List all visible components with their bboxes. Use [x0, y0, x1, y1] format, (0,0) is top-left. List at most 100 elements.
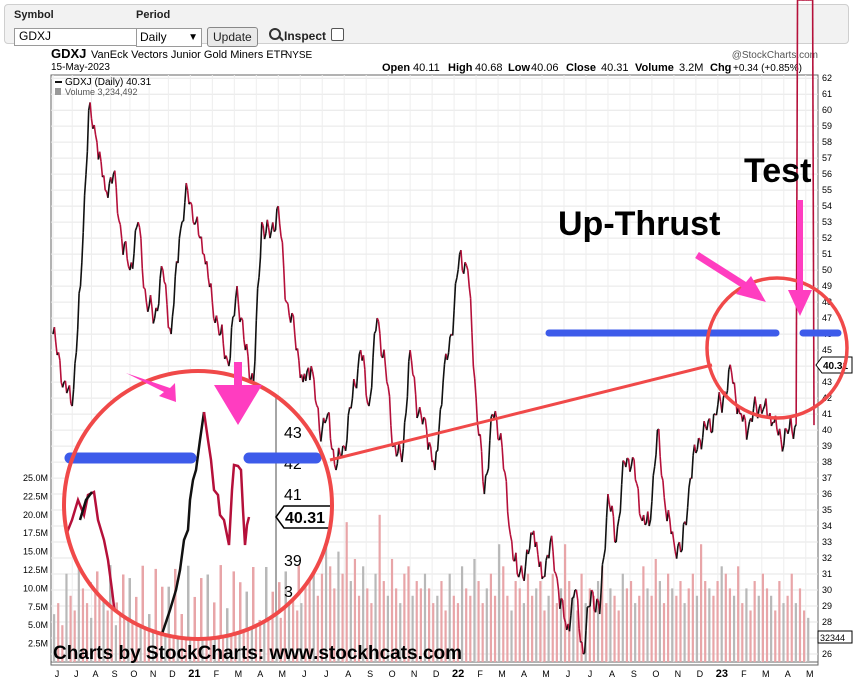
- volume-bar: [807, 617, 810, 662]
- volume-bar: [568, 581, 571, 662]
- price-segment: [332, 449, 336, 465]
- inspect-label: Inspect: [284, 29, 327, 43]
- price-segment: [93, 124, 97, 136]
- price-segment: [765, 398, 769, 417]
- volume-bar: [308, 581, 311, 662]
- zoom-tick-41: 41: [284, 487, 302, 504]
- zoom-price-left: [64, 490, 120, 639]
- volume-bar: [230, 617, 233, 662]
- price-segment: [230, 316, 234, 328]
- zoom-volume-bar: [109, 565, 112, 639]
- price-segment: [792, 427, 796, 439]
- symbol-input[interactable]: GDXJ: [14, 28, 139, 46]
- x-tick-label: O: [130, 669, 137, 679]
- price-segment: [273, 229, 277, 233]
- price-segment: [280, 236, 284, 243]
- price-segment: [572, 589, 576, 598]
- price-segment: [495, 419, 499, 440]
- volume-bar: [267, 610, 270, 662]
- volume-bar: [131, 588, 134, 662]
- price-segment: [446, 352, 450, 361]
- price-segment: [469, 298, 473, 333]
- zoom-volume-bar: [128, 578, 131, 639]
- volume-bar: [782, 603, 785, 662]
- x-tick-label: N: [150, 669, 157, 679]
- volume-bar: [547, 595, 550, 662]
- update-button[interactable]: Update: [207, 27, 258, 47]
- x-tick-label: F: [477, 669, 483, 679]
- x-tick-label: 23: [716, 668, 728, 680]
- inspect-checkbox[interactable]: [331, 28, 344, 41]
- price-segment: [762, 405, 766, 410]
- copyright: @StockCharts.com: [732, 50, 818, 61]
- volume-bar: [691, 573, 694, 662]
- price-segment: [673, 541, 677, 552]
- volume-bar: [654, 558, 657, 662]
- volume-bar: [407, 566, 410, 662]
- volume-bar: [671, 588, 674, 662]
- price-segment: [94, 134, 98, 143]
- high-value: 40.68: [475, 62, 503, 74]
- price-segment: [228, 358, 231, 367]
- volume-bar: [300, 603, 303, 662]
- price-segment: [90, 118, 94, 129]
- price-segment: [576, 600, 580, 629]
- volume-bar: [349, 581, 352, 662]
- price-segment: [203, 254, 207, 265]
- price-segment: [655, 430, 659, 455]
- price-segment: [811, 0, 815, 426]
- price-segment: [325, 413, 329, 420]
- price-segment: [215, 315, 219, 325]
- price-segment: [607, 493, 611, 505]
- price-segment: [761, 409, 764, 414]
- price-segment: [429, 447, 433, 463]
- price-segment: [147, 305, 150, 312]
- volume-bar: [73, 610, 76, 662]
- price-segment: [754, 396, 758, 407]
- price-segment: [413, 376, 417, 395]
- price-segment: [582, 652, 585, 655]
- price-segment: [365, 395, 369, 404]
- volume-bar: [432, 603, 435, 662]
- last-volume-tag-shape: [817, 630, 853, 644]
- price-segment: [289, 312, 293, 323]
- price-segment: [726, 369, 730, 391]
- price-segment: [504, 472, 508, 482]
- volume-bar: [609, 588, 612, 662]
- volume-bar: [366, 588, 369, 662]
- price-segment: [638, 513, 642, 519]
- price-segment: [78, 285, 82, 294]
- price-segment: [159, 266, 163, 279]
- price-segment: [86, 110, 90, 152]
- volume-bar: [333, 588, 336, 662]
- volume-bar: [69, 595, 72, 662]
- volume-bar: [646, 588, 649, 662]
- x-tick-label: M: [762, 669, 770, 679]
- price-segment: [166, 304, 170, 328]
- volume-bar: [572, 595, 575, 662]
- price-segment: [769, 413, 773, 427]
- period-select[interactable]: Daily ▼: [136, 28, 202, 47]
- price-segment: [395, 452, 399, 457]
- price-segment: [485, 473, 488, 477]
- price-segment: [292, 315, 296, 335]
- volume-bar: [634, 603, 637, 662]
- price-segment: [649, 501, 653, 520]
- price-segment: [506, 511, 510, 527]
- volume-tick-label: 20.0M: [23, 510, 48, 520]
- volume-bar: [176, 617, 179, 662]
- price-segment: [660, 475, 664, 481]
- x-axis: J J A S O N D 21 F M A M J J A S O N D 22 F M A M J J A S O N D 23 F M A M: [55, 668, 814, 680]
- volume-bar: [732, 595, 736, 662]
- volume-bar: [110, 603, 113, 662]
- chg-label: Chg: [710, 62, 731, 74]
- y-tick-label: 59: [822, 121, 832, 131]
- price-segment: [369, 387, 373, 397]
- volume-bar: [357, 595, 361, 662]
- price-segment: [298, 360, 302, 378]
- x-tick-label: A: [92, 669, 98, 679]
- price-segment: [285, 301, 289, 305]
- zoom-volume-bar: [200, 578, 203, 639]
- volume-bar: [341, 573, 344, 662]
- x-tick-label: M: [235, 669, 243, 679]
